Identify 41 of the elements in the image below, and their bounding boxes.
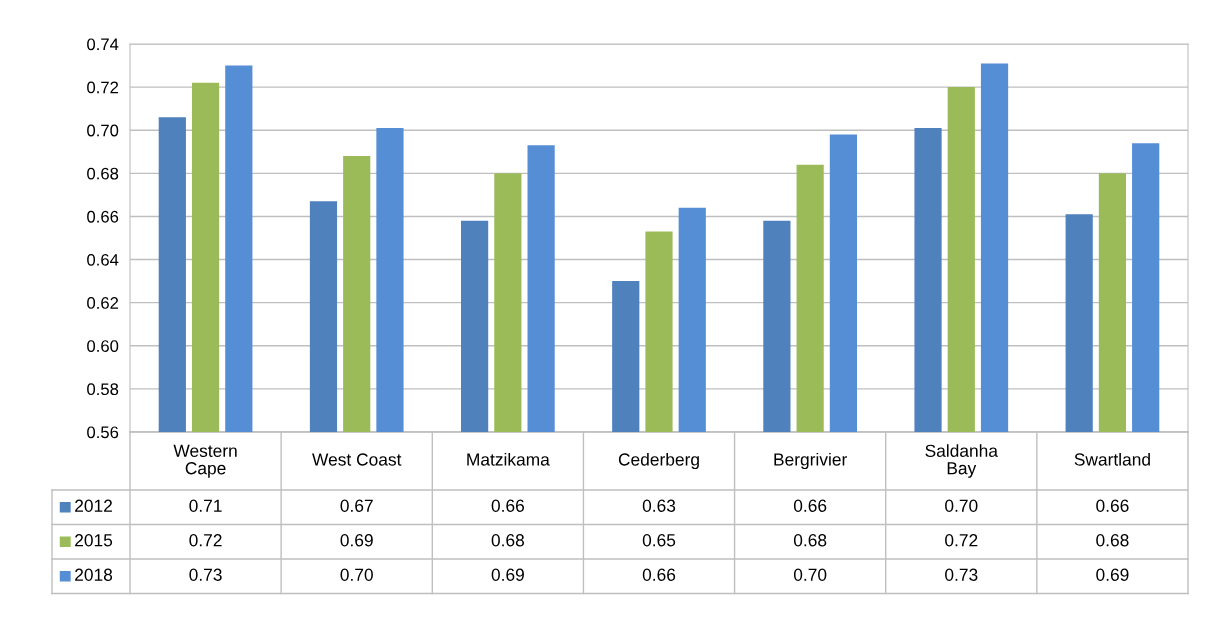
x-tick-label: Saldanha Bay — [925, 444, 998, 478]
legend-label: 2018 — [75, 568, 113, 581]
data-label: 0.68 — [793, 534, 827, 547]
y-tick-label: 0.58 — [87, 383, 119, 396]
data-label: 0.63 — [642, 499, 676, 512]
data-label: 0.70 — [793, 568, 827, 581]
data-label: 0.72 — [945, 534, 978, 547]
y-tick-label: 0.66 — [87, 210, 119, 223]
data-label: 0.69 — [1096, 568, 1129, 581]
data-label: 0.66 — [1096, 499, 1129, 512]
x-tick-label: Cederberg — [618, 452, 699, 470]
data-label: 0.66 — [793, 499, 827, 512]
y-tick-label: 0.60 — [87, 340, 119, 352]
y-tick-label: 0.74 — [87, 38, 119, 51]
data-label: 0.69 — [491, 568, 524, 581]
x-tick-label: Swartland — [1074, 452, 1150, 466]
data-label: 0.69 — [340, 534, 373, 547]
y-tick-label: 0.56 — [87, 426, 119, 439]
data-label: 0.66 — [642, 568, 676, 581]
y-tick-label: 0.70 — [87, 124, 119, 137]
y-tick-label: 0.68 — [87, 167, 119, 180]
data-label: 0.67 — [340, 499, 373, 512]
data-label: 0.71 — [189, 499, 222, 512]
data-label: 0.73 — [189, 568, 222, 581]
data-label: 0.65 — [642, 534, 676, 547]
data-label: 0.66 — [491, 499, 524, 512]
data-label: 0.70 — [340, 568, 373, 581]
data-label: 0.68 — [491, 534, 524, 547]
data-label: 0.72 — [189, 534, 222, 547]
y-tick-label: 0.64 — [87, 253, 119, 266]
x-tick-label: West Coast — [312, 453, 402, 466]
y-tick-label: 0.62 — [87, 297, 119, 309]
data-label: 0.70 — [945, 499, 978, 512]
legend-label: 2012 — [75, 499, 112, 512]
y-tick-label: 0.72 — [87, 81, 119, 94]
data-label: 0.68 — [1096, 534, 1129, 547]
data-label: 0.73 — [945, 568, 978, 581]
x-tick-label: Bergrivier — [774, 452, 847, 470]
legend-label: 2015 — [75, 534, 113, 547]
x-tick-label: Matzikama — [467, 452, 550, 466]
x-tick-label: Western Cape — [173, 444, 237, 478]
